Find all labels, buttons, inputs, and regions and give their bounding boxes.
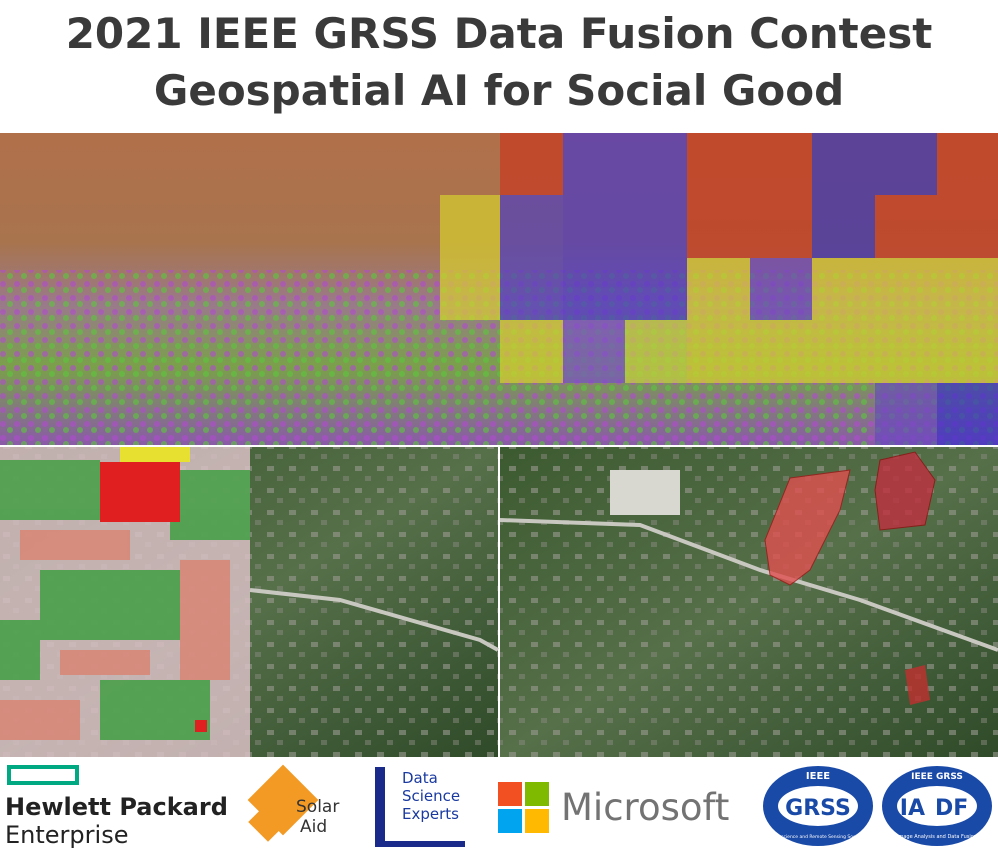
logo-text: Microsoft [561,786,729,829]
logo-text: DF [935,796,968,821]
logo-text: Hewlett Packard [5,793,228,821]
logo-text: Solar [296,797,339,817]
logo-text: Aid [300,817,327,837]
microsoft-logo: Microsoft [498,782,729,833]
solar-aid-logo: Solar Aid [247,764,339,842]
satellite-image-top [0,133,998,445]
logo-text: Experts [402,805,459,823]
logo-text: Data [402,769,438,787]
grss-logo: IEEE GRSS Geoscience and Remote Sensing … [763,766,873,846]
logo-text: Enterprise [5,821,128,849]
iadf-logo: IEEE GRSS IA DF Image Analysis and Data … [882,766,992,846]
title-line-1: 2021 IEEE GRSS Data Fusion Contest [66,9,933,58]
landcover-map [0,447,499,757]
hpe-logo: Hewlett Packard Enterprise [5,765,228,849]
logo-text: Image Analysis and Data Fusion [897,834,977,840]
logo-text: IEEE GRSS [911,772,963,782]
dse-logo: Data Science Experts [375,767,465,847]
title-line-2: Geospatial AI for Social Good [154,66,844,115]
logo-text: IA [900,796,925,821]
logo-text: IEEE [806,771,830,782]
building-detection [499,447,998,757]
logo-text: Science [402,787,460,805]
logo-text: GRSS [785,796,851,821]
logo-text: Geoscience and Remote Sensing Society [772,834,864,840]
